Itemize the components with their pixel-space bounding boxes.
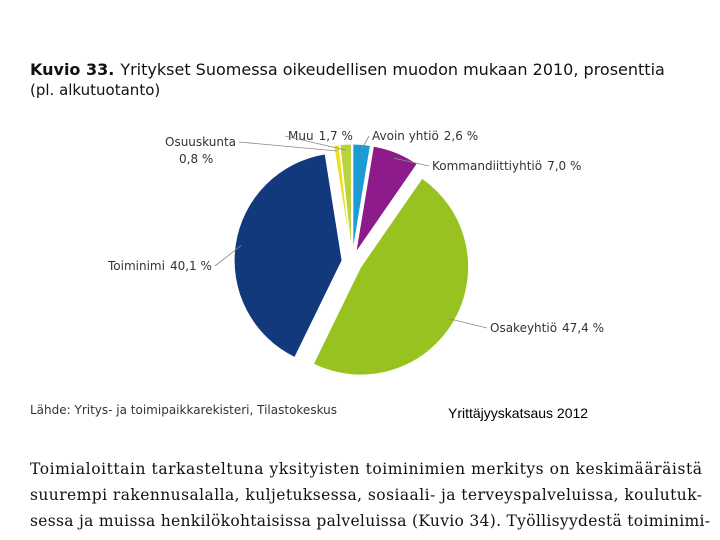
pie-slice <box>352 143 372 253</box>
slice-label: Toiminimi 40,1 % <box>107 259 212 273</box>
leader-line <box>238 141 338 152</box>
leader-line <box>360 135 370 151</box>
category-label: Toiminimi <box>107 259 165 273</box>
pie: Avoin yhtiö 2,6 % Kommandiittiyhtiö 7,0 % Os… <box>107 129 604 376</box>
value-label: 47,4 % <box>562 321 604 335</box>
value-label: 0,8 % <box>179 152 213 166</box>
subtitle: (pl. alkutuotanto) <box>30 81 160 99</box>
leader-line <box>448 318 488 329</box>
slice-label: Kommandiittiyhtiö 7,0 % <box>432 159 581 173</box>
category-label: Osakeyhtiö <box>490 321 557 335</box>
title: Yritykset Suomessa oikeudellisen muodon … <box>119 60 665 79</box>
source: Lähde: Yritys- ja toimipaikkarekisteri, … <box>30 403 337 417</box>
value-label: 1,7 % <box>319 129 353 143</box>
leader-line <box>393 157 430 167</box>
slice-label: Avoin yhtiö 2,6 % <box>372 129 478 143</box>
value-label: 2,6 % <box>444 129 478 143</box>
pie-slice <box>233 153 343 359</box>
slice-label: Osuuskunta 0,8 % <box>165 135 236 166</box>
slice-label: Muu 1,7 % <box>288 129 353 143</box>
category-label: Avoin yhtiö <box>372 129 439 143</box>
body-line: suurempi rakennusalalla, kuljetuksessa, … <box>30 486 702 504</box>
value-label: 40,1 % <box>170 259 212 273</box>
slice-label: Osakeyhtiö 47,4 % <box>490 321 604 335</box>
chart-title: Kuvio 33. Yritykset Suomessa oikeudellise… <box>30 60 665 79</box>
pie-slice <box>355 145 418 254</box>
publication: Yrittäjyyskatsaus 2012 <box>448 405 588 421</box>
pie-slice <box>339 143 352 253</box>
leader-line <box>214 245 242 267</box>
leader-line <box>284 135 347 151</box>
category-label: Kommandiittiyhtiö <box>432 159 542 173</box>
category-label: Muu <box>288 129 314 143</box>
pie-slice <box>312 177 470 376</box>
figure-label: Kuvio 33. <box>30 60 114 79</box>
value-label: 7,0 % <box>547 159 581 173</box>
body-text: Toimialoittain tarkasteltuna yksityisten… <box>30 460 710 530</box>
pie-slice <box>333 144 352 253</box>
category-label: Osuuskunta <box>165 135 236 149</box>
body-line: Toimialoittain tarkasteltuna yksityisten… <box>30 460 702 478</box>
body-line: sessa ja muissa henkilökohtaisissa palve… <box>30 512 710 530</box>
